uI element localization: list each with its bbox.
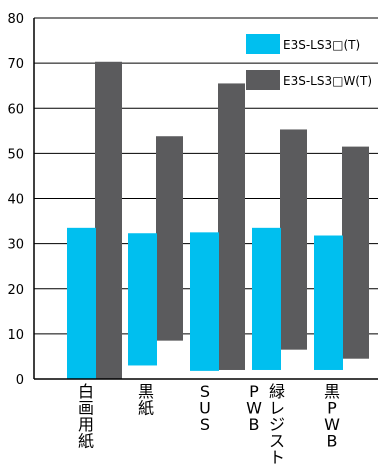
bar-series-1 — [314, 235, 343, 370]
y-tick-label: 80 — [7, 12, 24, 27]
bars — [67, 61, 369, 380]
legend-label: E3S-LS3□(T) — [283, 38, 360, 52]
bar-series-2 — [280, 129, 307, 350]
bar-series-2 — [342, 146, 369, 359]
bar-series-1 — [190, 232, 219, 371]
legend-label: E3S-LS3□W(T) — [283, 74, 372, 88]
legend-swatch — [246, 34, 280, 54]
bar-series-1 — [128, 233, 157, 366]
bar-series-1 — [252, 227, 281, 370]
y-tick-label: 10 — [7, 328, 24, 343]
y-tick-label: 70 — [7, 57, 24, 72]
category-label: 緑レジスト — [269, 382, 285, 466]
y-tick-label: 60 — [7, 102, 24, 117]
y-tick-label: 30 — [7, 238, 24, 253]
bar-series-2 — [218, 83, 245, 370]
bar-series-2 — [95, 61, 122, 380]
category-label: 白画用紙 — [78, 382, 94, 451]
bar-series-1 — [67, 227, 96, 379]
y-tick-label: 0 — [16, 373, 24, 388]
y-tick-label: 20 — [7, 283, 24, 298]
legend: E3S-LS3□(T) E3S-LS3□W(T) — [246, 34, 372, 90]
category-labels: 白画用紙 黒紙 S U S P W B 緑レジスト 黒 P W B — [78, 382, 340, 466]
bar-series-2 — [156, 136, 183, 341]
y-tick-labels: 0 10 20 30 40 50 60 70 80 — [7, 12, 24, 388]
legend-swatch — [246, 70, 280, 90]
category-label: 黒紙 — [138, 382, 154, 418]
y-tick-label: 40 — [7, 193, 24, 208]
y-tick-label: 50 — [7, 147, 24, 162]
